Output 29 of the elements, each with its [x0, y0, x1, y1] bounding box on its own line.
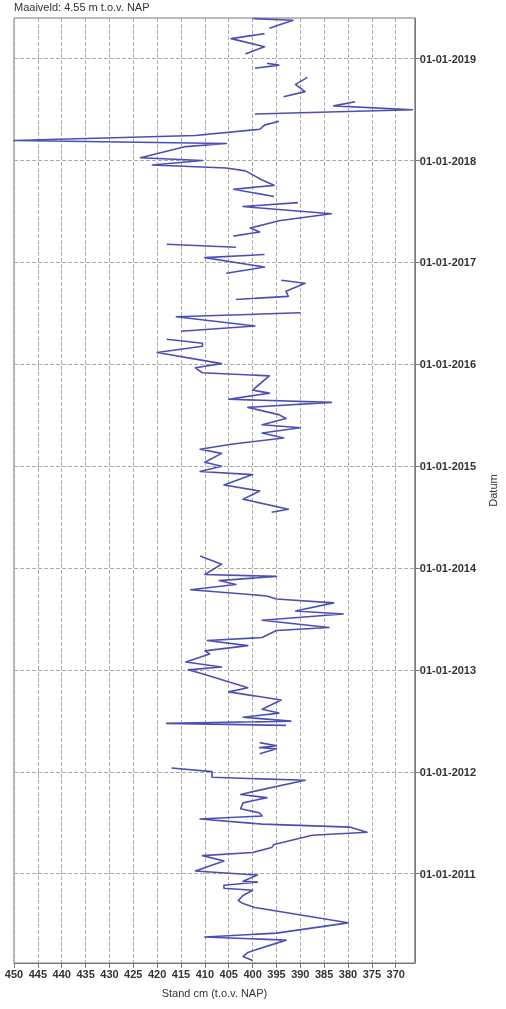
y-tick-label: 01-01-2014 — [419, 562, 477, 575]
y-tick-label: 01-01-2018 — [419, 154, 477, 167]
y-axis-title: Datum — [486, 474, 499, 507]
x-tick-label: 445 — [28, 967, 48, 980]
x-tick-label: 430 — [100, 967, 119, 980]
x-tick-label: 400 — [243, 967, 262, 980]
y-tick-label: 01-01-2012 — [419, 765, 477, 778]
x-tick-label: 450 — [4, 967, 24, 980]
x-axis-title: Stand cm (t.o.v. NAP) — [161, 986, 268, 999]
x-tick-label: 380 — [338, 967, 358, 980]
text: Maaiveld: 4.55 m t.o.v. NAP — [14, 0, 150, 13]
x-tick-label: 410 — [195, 967, 215, 980]
x-tick-label: 385 — [314, 967, 334, 980]
x-tick-label: 435 — [76, 967, 95, 980]
y-tick-label: 01-01-2017 — [419, 256, 477, 269]
x-tick-label: 370 — [386, 967, 405, 980]
y-tick-label: 01-01-2013 — [419, 663, 477, 676]
x-tick-label: 390 — [291, 967, 310, 980]
x-tick-label: 415 — [171, 967, 191, 980]
y-tick-label: 01-01-2011 — [419, 867, 476, 880]
x-tick-label: 375 — [362, 967, 382, 980]
x-tick-label: 440 — [52, 967, 71, 980]
y-tick-label: 01-01-2015 — [419, 460, 477, 473]
y-tick-label: 01-01-2019 — [419, 52, 477, 65]
x-tick-label: 420 — [147, 967, 167, 980]
x-tick-label: 425 — [124, 967, 143, 980]
x-tick-label: 395 — [267, 967, 286, 980]
x-tick-label: 405 — [219, 967, 238, 980]
y-tick-label: 01-01-2016 — [419, 358, 477, 371]
